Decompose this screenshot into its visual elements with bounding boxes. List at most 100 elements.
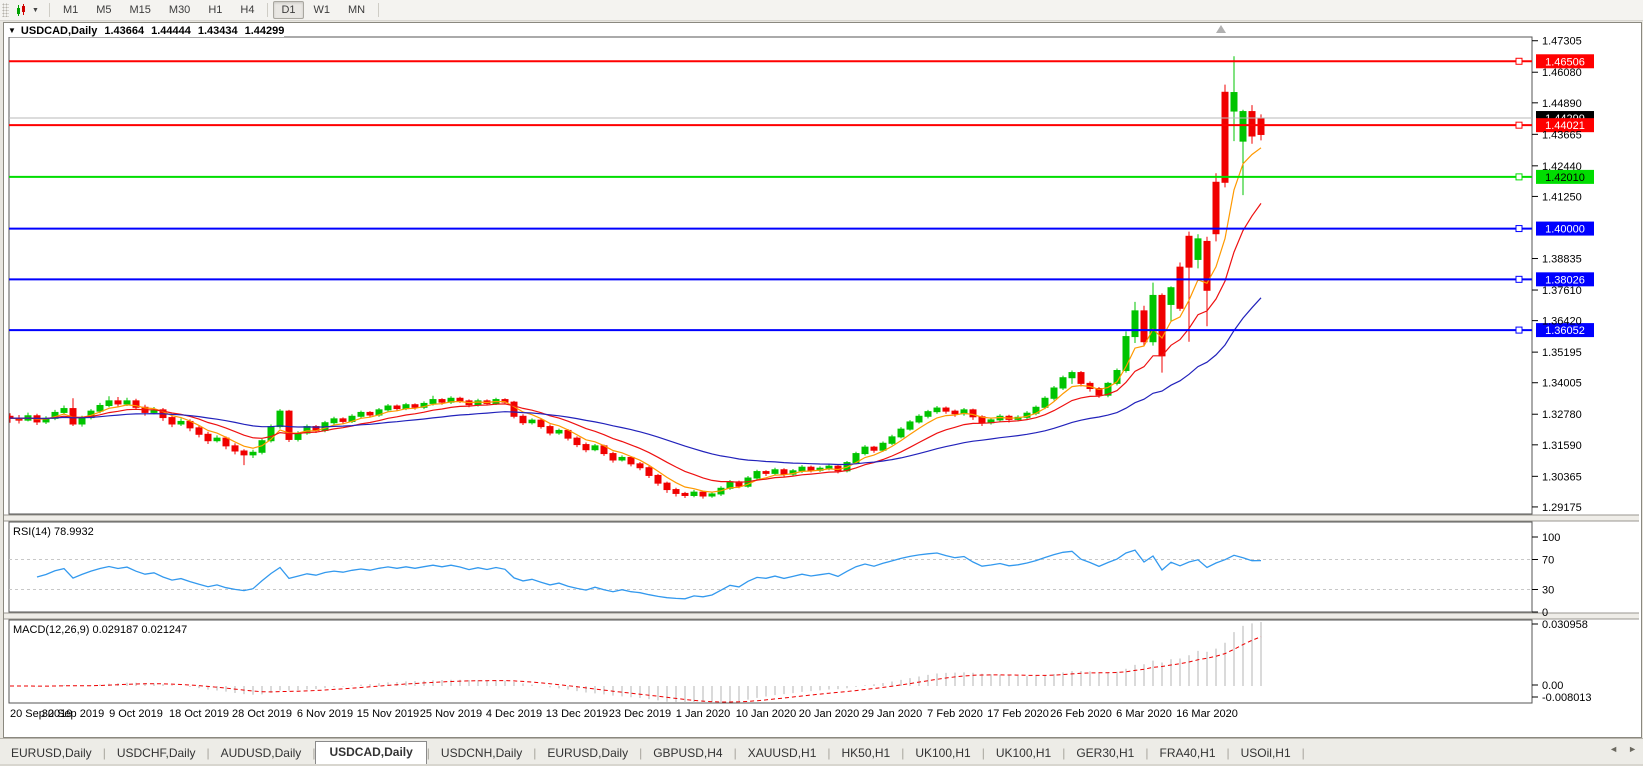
date-axis-label: 6 Nov 2019	[297, 708, 353, 720]
chart-tab-usoil-h1[interactable]: USOil,H1	[1240, 746, 1291, 760]
chart-tab-uk100-h1[interactable]: UK100,H1	[995, 746, 1052, 760]
level-1.40000-badge	[1536, 221, 1594, 236]
level-1.46506-badge	[1536, 54, 1594, 69]
tab-separator: |	[533, 746, 537, 760]
chart-tab-usdcnh-daily[interactable]: USDCNH,Daily	[440, 746, 523, 760]
tab-separator: |	[1062, 746, 1066, 760]
tab-separator: |	[102, 746, 106, 760]
price-axis-tick: 1.43665	[1542, 129, 1582, 141]
timeframe-button-h4[interactable]: H4	[240, 4, 255, 16]
date-axis-label: 1 Jan 2020	[676, 708, 730, 720]
rsi-axis-tick: 100	[1542, 532, 1560, 544]
chart-tab-eurusd-daily[interactable]: EURUSD,Daily	[547, 746, 629, 760]
rsi-axis-tick: 70	[1542, 555, 1554, 567]
date-axis-label: 30 Sep 2019	[42, 708, 104, 720]
macd-indicator-label: MACD(12,26,9) 0.029187 0.021247	[13, 624, 188, 636]
date-axis-label: 15 Nov 2019	[357, 708, 419, 720]
timeframe-toolbar: ▼ M1 M5 M15 M30 H1 H4 D1 W1 MN	[0, 0, 1643, 21]
timeframe-button-m5[interactable]: M5	[96, 4, 112, 16]
pane-splitter[interactable]	[4, 613, 1639, 619]
svg-text:1.40000: 1.40000	[1545, 224, 1585, 236]
rsi-indicator-label: RSI(14) 78.9932	[13, 526, 94, 538]
rsi-axis-tick: 30	[1542, 585, 1554, 597]
rsi-line	[36, 549, 1262, 600]
tab-separator: |	[639, 746, 643, 760]
main-price-pane[interactable]	[8, 36, 1533, 515]
date-axis-label: 6 Mar 2020	[1116, 708, 1172, 720]
tab-separator: |	[312, 746, 316, 760]
date-axis-label: 9 Oct 2019	[109, 708, 163, 720]
timeframe-button-m15[interactable]: M15	[129, 4, 151, 16]
chart-tab-xauusd-h1[interactable]: XAUUSD,H1	[747, 746, 817, 760]
date-axis-label: 29 Jan 2020	[862, 708, 923, 720]
pane-splitter[interactable]	[4, 515, 1639, 521]
svg-text:1.36052: 1.36052	[1545, 325, 1585, 337]
scroll-right-icon[interactable]: ►	[1628, 744, 1637, 754]
chart-shift-marker-icon[interactable]	[1216, 25, 1226, 33]
chart-tab-usdchf-daily[interactable]: USDCHF,Daily	[116, 746, 196, 760]
toolbar-grip-handle[interactable]	[2, 3, 9, 17]
tab-separator: |	[426, 746, 430, 760]
price-axis-tick: 1.29175	[1542, 502, 1582, 514]
level-1.36052-badge	[1536, 323, 1594, 338]
chart-tab-audusd-daily[interactable]: AUDUSD,Daily	[220, 746, 302, 760]
svg-text:1.38026: 1.38026	[1545, 274, 1585, 286]
date-axis-label: 13 Dec 2019	[546, 708, 608, 720]
date-axis-label: 16 Mar 2020	[1176, 708, 1238, 720]
date-axis-label: 4 Dec 2019	[486, 708, 542, 720]
macd-axis-tick: -0.008013	[1542, 692, 1592, 704]
timeframe-button-m1[interactable]: M1	[62, 4, 79, 16]
tab-separator: |	[206, 746, 210, 760]
horizontal-level-lines	[9, 57, 1532, 334]
tab-separator: |	[827, 746, 831, 760]
price-axis-tick: 1.42440	[1542, 161, 1582, 173]
svg-text:1.42010: 1.42010	[1545, 172, 1585, 184]
rsi-pane[interactable]	[8, 521, 1533, 613]
level-1.38026-badge	[1536, 272, 1594, 287]
price-axis-tick: 1.38835	[1542, 254, 1582, 266]
price-axis-tick: 1.46080	[1542, 67, 1582, 79]
price-axis-tick: 1.47305	[1542, 36, 1582, 48]
timeframe-button-mn[interactable]: MN	[348, 4, 366, 16]
level-handle	[1515, 57, 1523, 65]
level-1.42010-badge	[1536, 169, 1594, 184]
price-axis-tick: 1.30365	[1542, 471, 1582, 483]
timeframe-button-h1[interactable]: H1	[208, 4, 223, 16]
window-bottom-edge	[0, 763, 1643, 766]
ma-line-5	[9, 147, 1262, 493]
date-axis-label: 23 Dec 2019	[609, 708, 671, 720]
macd-axis-tick: 0.00	[1542, 680, 1563, 692]
price-axis-tick: 1.34005	[1542, 378, 1582, 390]
chart-tab-gbpusd-h4[interactable]: GBPUSD,H4	[653, 746, 723, 760]
price-axis-tick: 1.44890	[1542, 98, 1582, 110]
tab-scroll-buttons: ◄ ►	[1609, 744, 1637, 754]
macd-pane[interactable]	[8, 619, 1533, 704]
scroll-left-icon[interactable]: ◄	[1609, 744, 1619, 754]
chart-tab-fra40-h1[interactable]: FRA40,H1	[1159, 746, 1216, 760]
timeframe-button-m30[interactable]: M30	[168, 4, 191, 16]
chart-title-bar: ▼ USDCAD,Daily 1.43664 1.44444 1.43434 1…	[6, 24, 285, 37]
chart-tab-usdcad-daily[interactable]: USDCAD,Daily	[315, 741, 427, 764]
chart-tab-eurusd-daily[interactable]: EURUSD,Daily	[11, 746, 92, 760]
chart-type-button[interactable]: ▼	[12, 3, 43, 18]
ohlc-low: 1.43434	[197, 24, 238, 37]
level-handle	[1515, 225, 1523, 233]
svg-text:1.44021: 1.44021	[1545, 120, 1585, 132]
ohlc-high: 1.44444	[151, 24, 191, 37]
timeframe-buttons: M1 M5 M15 M30 H1 H4 D1 W1 MN	[54, 1, 374, 19]
price-axis-tick: 1.32780	[1542, 409, 1582, 421]
level-handle	[1515, 326, 1523, 334]
svg-text:1.46506: 1.46506	[1545, 56, 1585, 68]
chart-tab-ger30-h1[interactable]: GER30,H1	[1076, 746, 1135, 760]
moving-average-lines	[9, 147, 1262, 493]
timeframe-button-w1[interactable]: W1	[313, 4, 331, 16]
tab-separator: |	[1226, 746, 1230, 760]
chart-tab-uk100-h1[interactable]: UK100,H1	[915, 746, 971, 760]
timeframe-button-d1[interactable]: D1	[273, 1, 304, 19]
chevron-down-icon[interactable]: ▼	[8, 26, 16, 35]
chart-tab-hk50-h1[interactable]: HK50,H1	[841, 746, 891, 760]
toolbar-separator	[378, 3, 380, 17]
date-axis-label: 20 Sep 2019	[10, 708, 72, 720]
